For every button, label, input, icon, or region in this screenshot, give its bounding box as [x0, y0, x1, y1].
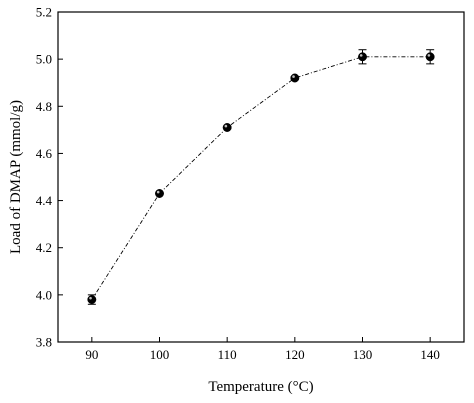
series-layer — [87, 49, 435, 305]
data-point — [222, 123, 232, 132]
y-tick-label: 4.6 — [36, 146, 53, 161]
y-tick-label: 4.4 — [36, 193, 53, 208]
x-tick-label: 100 — [150, 347, 170, 362]
y-tick-label: 5.0 — [36, 52, 52, 67]
x-tick-label: 130 — [353, 347, 373, 362]
data-point — [358, 52, 367, 62]
y-tick-label: 3.8 — [36, 335, 52, 350]
x-tick-label: 110 — [218, 347, 237, 362]
data-point-highlight — [292, 75, 295, 78]
x-axis-title: Temperature (°C) — [208, 379, 313, 395]
x-tick-label: 120 — [285, 347, 305, 362]
data-point — [290, 73, 300, 83]
y-tick-label: 4.2 — [36, 240, 52, 255]
x-tick-label: 90 — [85, 347, 98, 362]
data-point — [155, 189, 164, 198]
series-line — [91, 56, 431, 300]
data-point — [87, 295, 97, 305]
axis-ticks: 90 100 110 120 130 140 3.8 4.0 4.2 4.4 4.6 4.8 5.0 5.… — [36, 5, 440, 363]
data-point-highlight — [224, 124, 228, 128]
data-point-highlight — [156, 190, 160, 194]
plot-frame — [57, 11, 465, 343]
y-tick-label: 4.8 — [36, 99, 52, 114]
data-point-highlight — [359, 54, 363, 57]
data-point-highlight — [89, 296, 92, 300]
data-point — [425, 52, 435, 62]
y-tick-label: 5.2 — [36, 5, 52, 20]
y-axis-title: Load of DMAP (mmol/g) — [8, 100, 24, 254]
x-tick-label: 140 — [420, 347, 440, 362]
data-point-highlight — [427, 54, 431, 57]
y-tick-label: 4.0 — [36, 287, 52, 302]
